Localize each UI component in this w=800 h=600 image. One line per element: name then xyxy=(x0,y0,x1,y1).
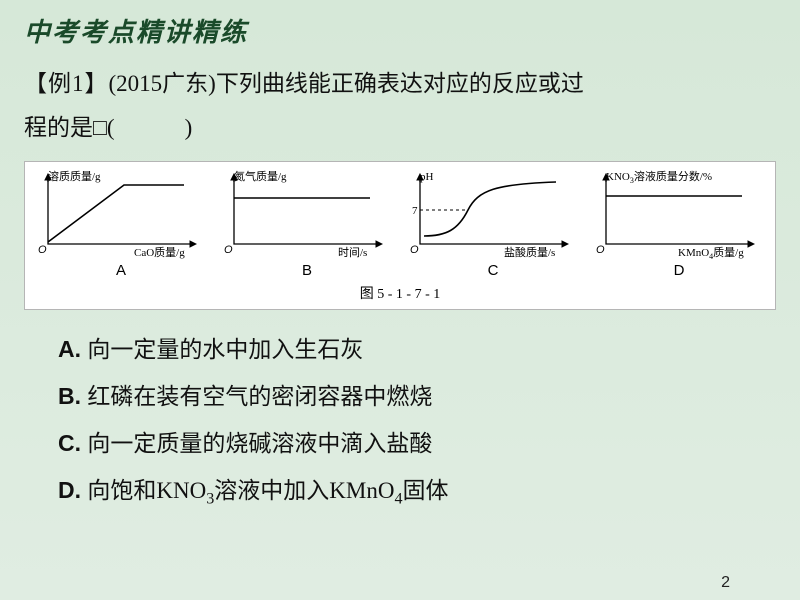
page-title: 中考考点精讲精练 xyxy=(24,12,776,49)
chart-panel-d: KNO3溶液质量分数/% O KMnO4质量/g D xyxy=(589,170,769,279)
chart-panel-b: 氮气质量/g O 时间/s B xyxy=(217,170,397,279)
chart-c-curve xyxy=(424,182,556,236)
chart-a-axis xyxy=(48,176,194,244)
chart-c: pH 7 O 盐酸质量/s xyxy=(406,170,581,260)
answer-blank xyxy=(115,106,185,149)
chart-c-dash-label: 7 xyxy=(412,205,418,217)
option-b: B. 红磷在装有空气的密闭容器中燃烧 xyxy=(58,373,776,420)
chart-d-letter: D xyxy=(589,262,769,279)
figure-caption: 图 5 - 1 - 7 - 1 xyxy=(31,283,769,303)
options-list: A. 向一定量的水中加入生石灰 B. 红磷在装有空气的密闭容器中燃烧 C. 向一… xyxy=(24,326,776,516)
option-c: C. 向一定质量的烧碱溶液中滴入盐酸 xyxy=(58,420,776,467)
chart-a-xlabel: CaO质量/g xyxy=(134,246,185,259)
option-a: A. 向一定量的水中加入生石灰 xyxy=(58,326,776,373)
chart-b-origin: O xyxy=(224,244,233,256)
question-stem: 【例1】(2015广东)下列曲线能正确表达对应的反应或过 程的是□( ) xyxy=(24,63,776,149)
chart-a: 溶质质量/g O CaO质量/g xyxy=(34,170,209,260)
chart-b-letter: B xyxy=(217,262,397,279)
chart-d-ylabel: KNO3溶液质量分数/% xyxy=(606,170,712,185)
source-tag: (2015广东) xyxy=(109,71,216,96)
chart-a-origin: O xyxy=(38,244,47,256)
chart-b-ylabel: 氮气质量/g xyxy=(234,170,287,183)
chart-c-xlabel: 盐酸质量/s xyxy=(504,245,555,259)
chart-d-xlabel: KMnO4质量/g xyxy=(678,246,744,260)
figure-box: 溶质质量/g O CaO质量/g A 氮气质量/g O xyxy=(24,161,776,310)
chart-d-origin: O xyxy=(596,244,605,256)
chart-c-ylabel: pH xyxy=(420,171,434,183)
chart-a-curve xyxy=(48,185,184,242)
chart-a-ylabel: 溶质质量/g xyxy=(48,170,101,183)
stem-line1: 下列曲线能正确表达对应的反应或过 xyxy=(216,71,584,96)
chart-b-axis xyxy=(234,176,380,244)
chart-b-xlabel: 时间/s xyxy=(338,246,367,259)
chart-d-axis xyxy=(606,176,752,244)
chart-c-letter: C xyxy=(403,262,583,279)
example-tag: 【例1】 xyxy=(24,71,109,96)
chart-d: KNO3溶液质量分数/% O KMnO4质量/g xyxy=(592,170,767,260)
chart-panel-c: pH 7 O 盐酸质量/s C xyxy=(403,170,583,279)
chart-b: 氮气质量/g O 时间/s xyxy=(220,170,395,260)
option-d: D. 向饱和KNO3溶液中加入KMnO4固体 xyxy=(58,467,776,516)
chart-a-letter: A xyxy=(31,262,211,279)
chart-c-origin: O xyxy=(410,244,419,256)
chart-panel-a: 溶质质量/g O CaO质量/g A xyxy=(31,170,211,279)
page-number: 2 xyxy=(721,574,730,592)
stem-close: ) xyxy=(185,115,193,140)
stem-line2: 程的是□( xyxy=(24,115,115,140)
